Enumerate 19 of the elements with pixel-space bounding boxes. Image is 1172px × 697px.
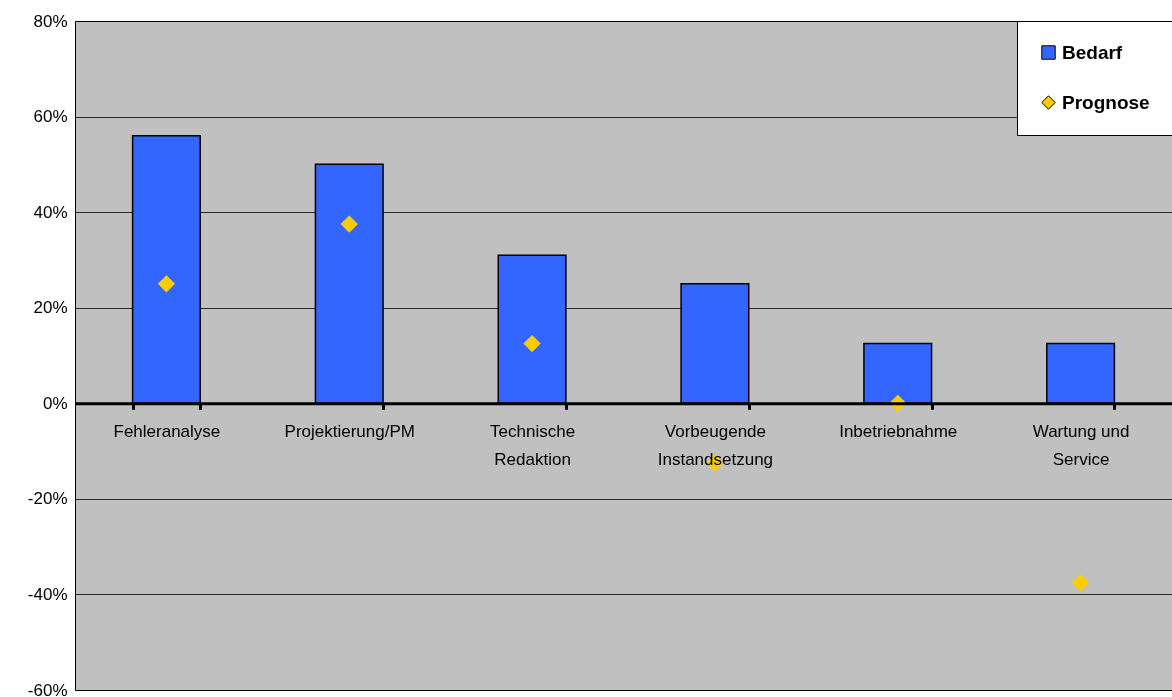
point [157, 275, 176, 293]
x-tick-label: Wartung und Service [1032, 421, 1130, 469]
x-tick-label: Projektierung/PM [284, 421, 415, 441]
y-tick-label: 60% [33, 107, 68, 127]
point [523, 334, 541, 353]
y-tick-label: 20% [33, 298, 68, 318]
legend-label: Prognose [1062, 91, 1150, 113]
legend-label: Bedarf [1062, 41, 1123, 63]
x-tick-label: Fehleranalyse [113, 421, 221, 441]
x-tick-label: Technische Redaktion [490, 421, 576, 469]
point [1071, 573, 1090, 592]
y-tick-label: -60% [27, 680, 68, 697]
y-tick-label: -20% [27, 489, 68, 509]
y-tick-label: 0% [42, 393, 68, 413]
y-tick-label: -40% [27, 584, 68, 604]
y-tick-label: 40% [33, 202, 68, 222]
y-tick-label: 80% [33, 11, 68, 31]
x-tick-label: Inbetriebnahme [839, 421, 958, 441]
point [340, 215, 358, 233]
